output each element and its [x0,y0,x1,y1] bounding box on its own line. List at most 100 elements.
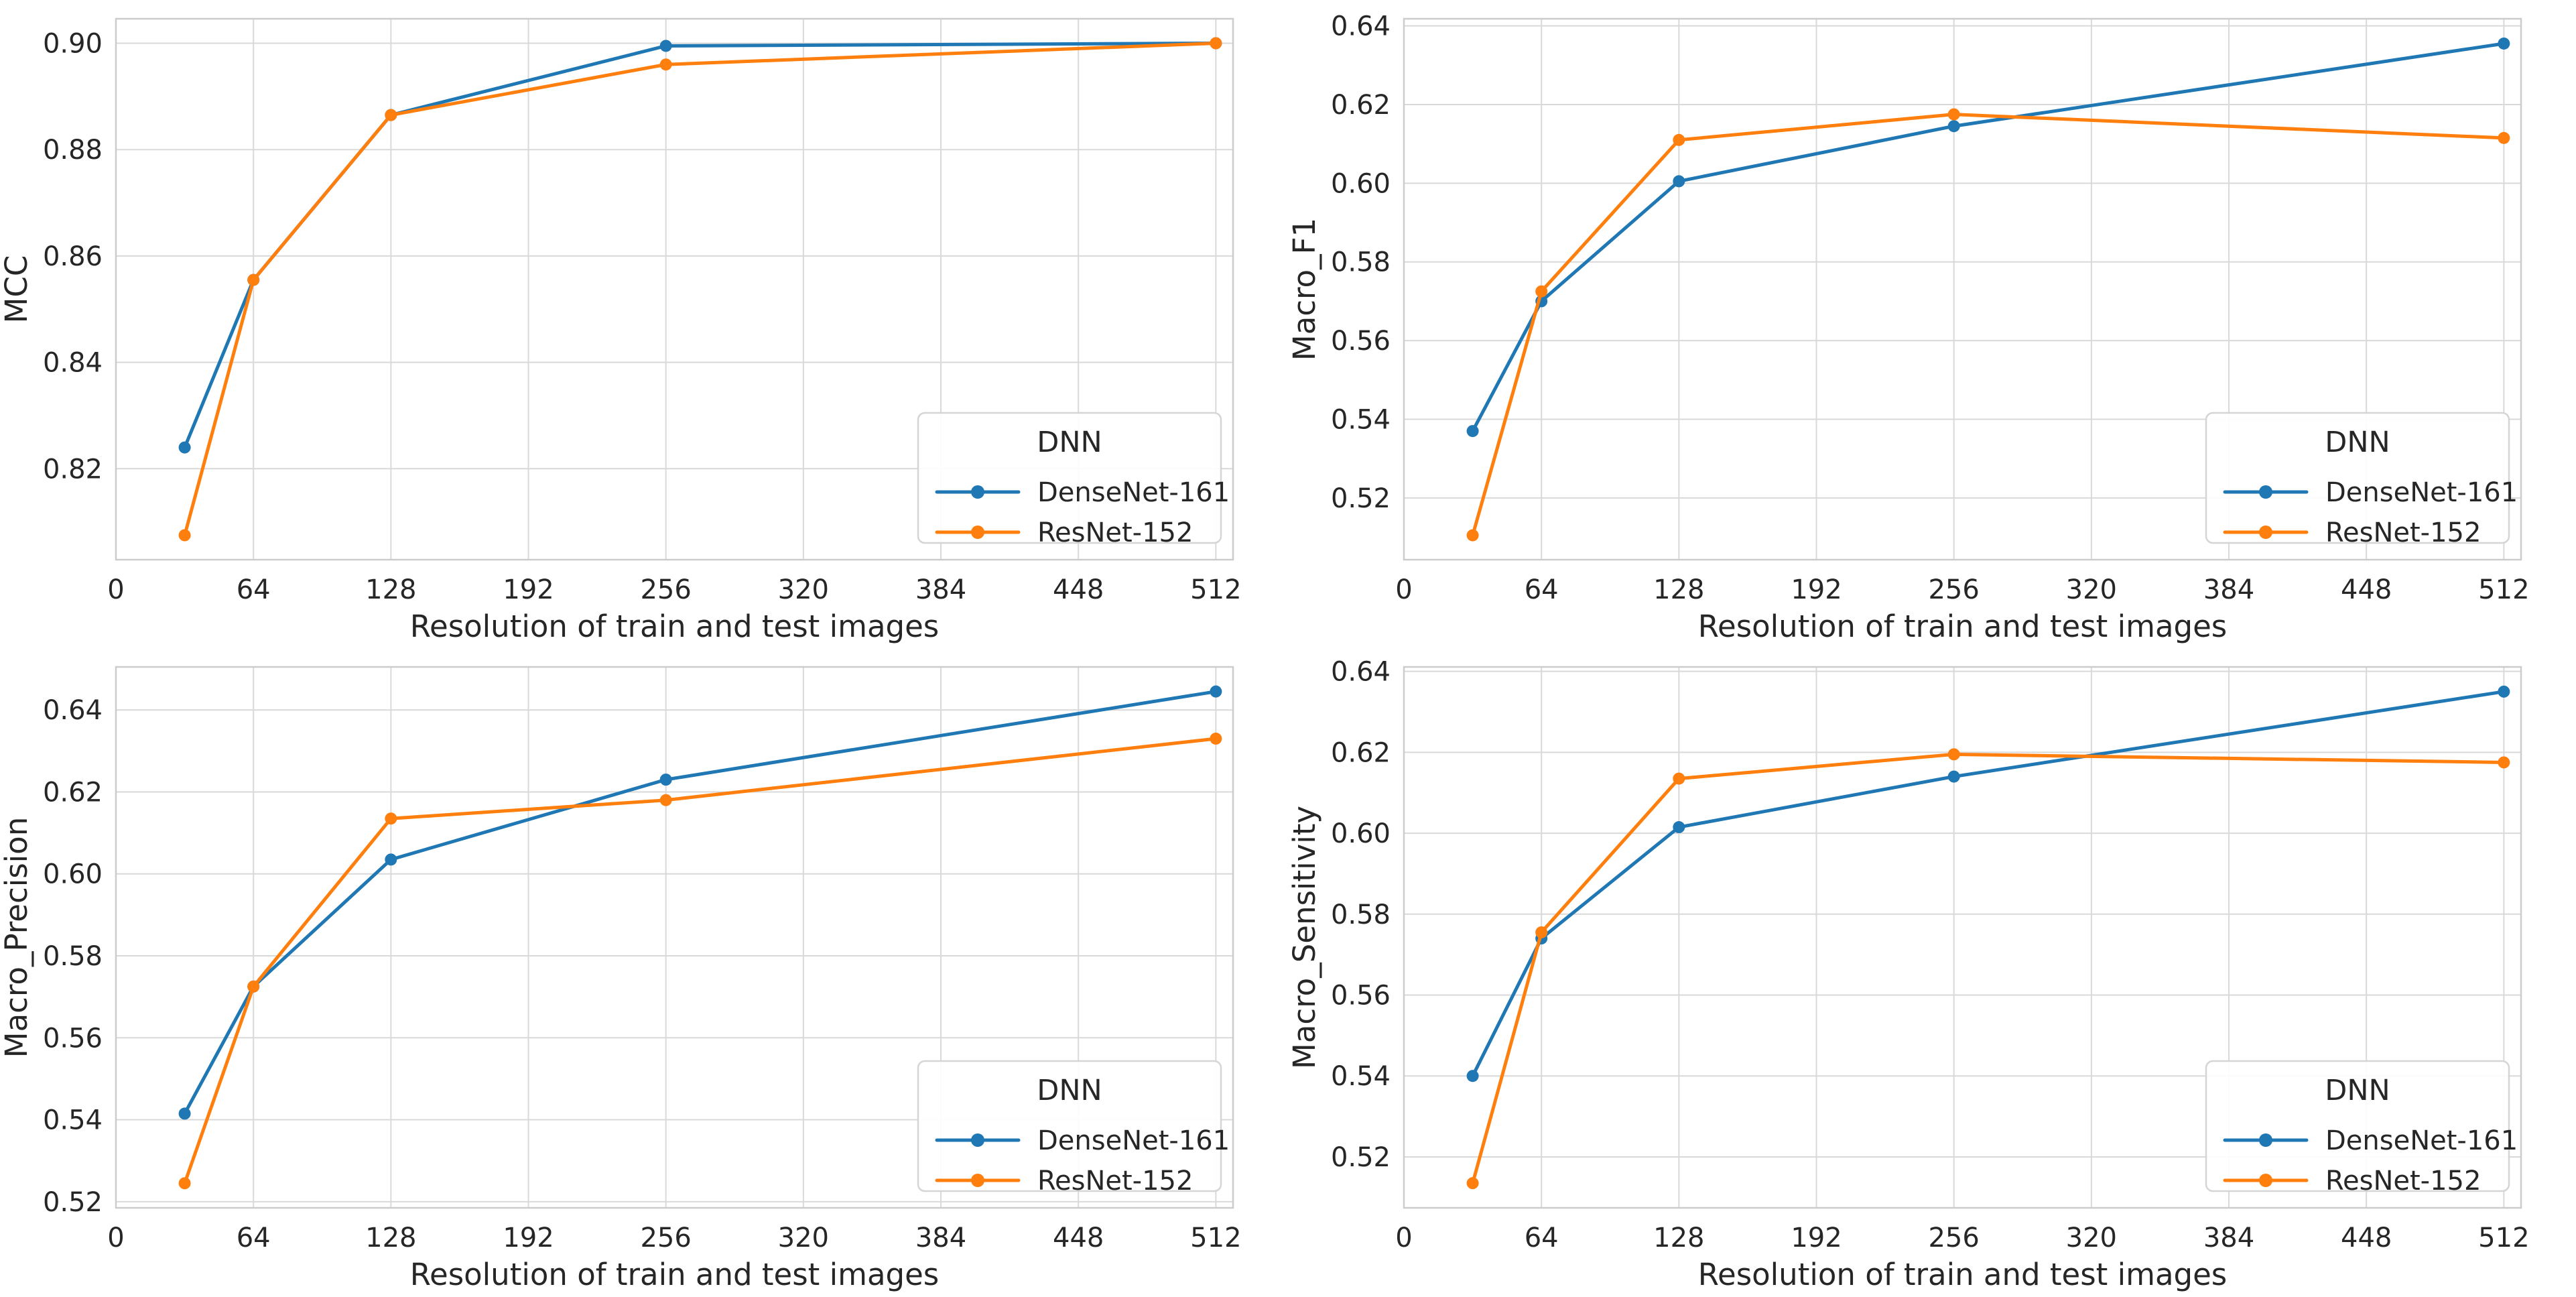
legend-entry-label: ResNet-152 [1037,1166,1193,1196]
legend-title: DNN [1037,426,1102,459]
legend-box [2205,1060,2510,1192]
densenet-161-marker [1466,1070,1479,1083]
x-tick-label: 448 [2341,1223,2392,1253]
x-tick-label: 320 [778,1223,829,1253]
x-tick-label: 448 [1053,1223,1104,1253]
x-tick-label: 128 [1653,574,1704,605]
x-tick-label: 0 [1395,1223,1412,1253]
x-tick-label: 320 [2066,574,2117,605]
resnet-152-marker [659,58,672,71]
y-tick-label: 0.52 [1331,1142,1391,1173]
y-axis-label: Macro_Sensitivity [1288,806,1322,1069]
legend-swatch-marker [2259,1133,2272,1147]
y-tick-label: 0.82 [43,454,103,485]
legend-box [917,412,1222,544]
x-axis-label: Resolution of train and test images [410,1257,939,1292]
y-tick-label: 0.52 [43,1187,103,1218]
y-tick-label: 0.58 [1331,900,1391,930]
x-tick-label: 384 [2203,1223,2254,1253]
y-axis-label: Macro_Precision [0,817,34,1058]
resnet-152-marker [1947,748,1960,761]
x-axis-label: Resolution of train and test images [410,609,939,644]
y-tick-label: 0.60 [1331,818,1391,849]
x-tick-label: 0 [107,574,124,605]
legend-title: DNN [2325,1074,2390,1107]
x-tick-label: 384 [915,1223,966,1253]
legend-title: DNN [2325,426,2390,459]
legend-entry-label: DenseNet-161 [2325,477,2518,508]
densenet-161-marker [178,1107,191,1120]
x-tick-label: 384 [915,574,966,605]
legend-entry-label: DenseNet-161 [1037,477,1230,508]
y-tick-label: 0.64 [1331,657,1391,688]
legend-swatch-marker [2259,485,2272,499]
legend-swatch-marker [971,1174,984,1187]
x-tick-label: 192 [503,1223,554,1253]
resnet-152-marker [2498,756,2510,769]
x-tick-label: 256 [1928,1223,1979,1253]
x-tick-label: 448 [2341,574,2392,605]
resnet-152-marker [178,529,191,542]
x-tick-label: 256 [1928,574,1979,605]
legend-swatch-marker [2259,526,2272,539]
y-axis-label: Macro_F1 [1288,218,1322,361]
y-tick-label: 0.54 [43,1105,103,1136]
densenet-161-marker [385,853,397,866]
x-axis-label: Resolution of train and test images [1698,609,2227,644]
x-tick-label: 192 [1791,574,1842,605]
densenet-161-marker [2498,37,2510,50]
resnet-152-marker [1947,108,1960,121]
y-tick-label: 0.54 [1331,404,1391,435]
chart-macro-precision: 0 64 128 192 256 320 384 448 512 0.52 0.54 0.56 0.58… [0,666,1242,1292]
densenet-161-marker [1673,175,1685,188]
legend-box [917,1060,1222,1192]
resnet-152-marker [1210,732,1222,745]
axes-spines [1403,666,2522,1209]
resnet-152-marker [1535,926,1548,938]
x-tick-label: 512 [1190,1223,1241,1253]
y-tick-label: 0.56 [43,1023,103,1054]
resnet-152-marker [1466,529,1479,542]
y-axis-label: MCC [0,255,34,324]
densenet-161-marker [659,774,672,786]
resnet-152-marker [1210,37,1222,50]
resnet-152-marker [1466,1177,1479,1190]
x-tick-label: 384 [2203,574,2254,605]
densenet-161-marker [1466,425,1479,438]
densenet-161-marker [659,40,672,52]
legend-swatch-marker [2259,1174,2272,1187]
x-tick-label: 0 [107,1223,124,1253]
x-tick-label: 320 [2066,1223,2117,1253]
chart-macro-sensitivity: 0 64 128 192 256 320 384 448 512 0.52 0.54 0.56 0.58… [1288,657,2530,1292]
y-tick-label: 0.62 [43,777,103,808]
y-tick-label: 0.62 [1331,737,1391,768]
resnet-152-marker [1535,285,1548,298]
densenet-161-marker [1947,770,1960,783]
x-tick-label: 128 [1653,1223,1704,1253]
resnet-152-marker [247,980,260,993]
legend: DNN DenseNet-161 ResNet-152 [2205,1060,2518,1196]
resnet-152-marker [2498,131,2510,144]
chart-macro-f1: 0 64 128 192 256 320 384 448 512 0.52 0.54 0.56 0.58… [1288,11,2530,644]
x-tick-label: 128 [365,1223,416,1253]
y-tick-label: 0.52 [1331,483,1391,514]
panel-macro-precision: 0 64 128 192 256 320 384 448 512 0.52 0.54 0.56 0.58… [0,648,1288,1296]
axes-spines [115,666,1234,1209]
legend-entry-label: DenseNet-161 [1037,1125,1230,1156]
x-tick-label: 128 [365,574,416,605]
legend: DNN DenseNet-161 ResNet-152 [917,412,1230,548]
y-tick-label: 0.64 [1331,11,1391,42]
legend: DNN DenseNet-161 ResNet-152 [2205,412,2518,548]
x-tick-label: 192 [503,574,554,605]
densenet-161-marker [1947,120,1960,133]
legend-entry-label: ResNet-152 [2325,517,2481,548]
panel-macro-sensitivity: 0 64 128 192 256 320 384 448 512 0.52 0.54 0.56 0.58… [1288,648,2576,1296]
legend-title: DNN [1037,1074,1102,1107]
x-tick-label: 192 [1791,1223,1842,1253]
x-tick-label: 512 [1190,574,1241,605]
x-tick-label: 320 [778,574,829,605]
legend-swatch-marker [971,1133,984,1147]
y-tick-label: 0.88 [43,135,103,166]
y-tick-label: 0.58 [43,941,103,972]
